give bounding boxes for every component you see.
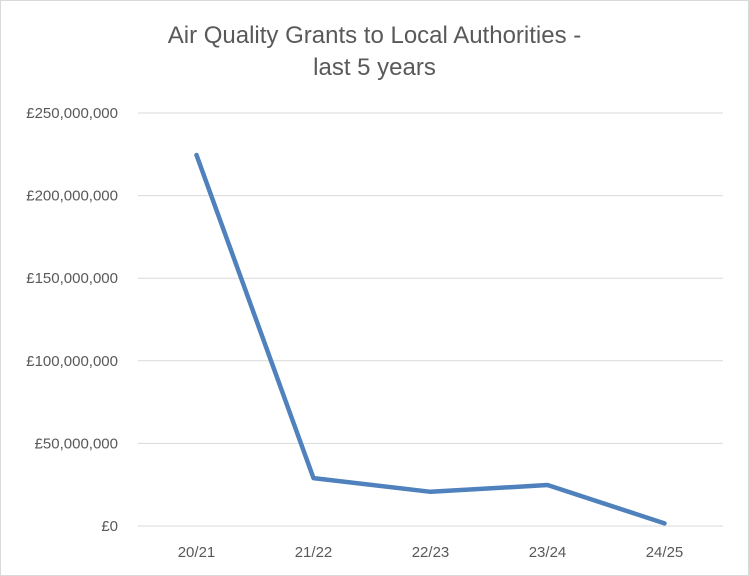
y-tick-label: £50,000,000 — [35, 435, 118, 452]
chart-title-line2: last 5 years — [313, 54, 436, 81]
chart-title: Air Quality Grants to Local Authorities … — [0, 20, 749, 84]
x-tick-label: 23/24 — [529, 544, 567, 561]
x-tick-label: 21/22 — [295, 544, 333, 561]
x-tick-label: 22/23 — [412, 544, 450, 561]
y-tick-label: £0 — [101, 518, 118, 535]
y-tick-label: £250,000,000 — [26, 105, 118, 122]
y-tick-label: £150,000,000 — [26, 270, 118, 287]
chart-title-line1: Air Quality Grants to Local Authorities … — [167, 22, 582, 49]
x-tick-label: 24/25 — [646, 544, 684, 561]
series-line — [194, 152, 667, 526]
y-tick-label: £200,000,000 — [26, 188, 118, 205]
y-tick-label: £100,000,000 — [26, 353, 118, 370]
x-tick-label: 20/21 — [178, 544, 216, 561]
